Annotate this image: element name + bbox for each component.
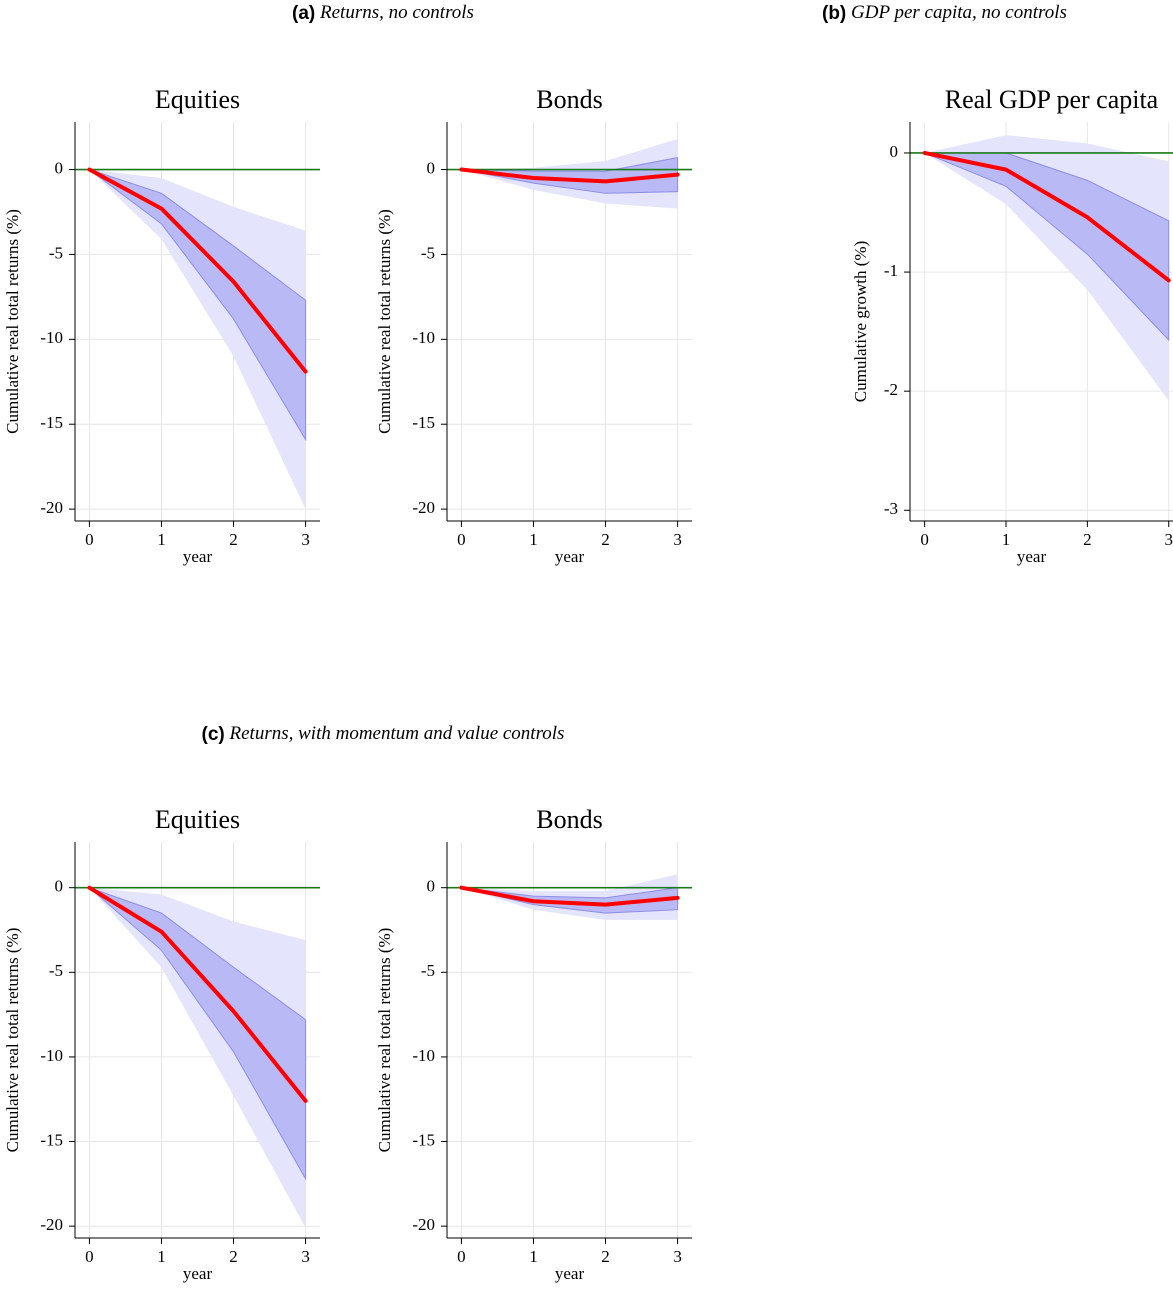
y-tick-label: -5 [49, 243, 63, 262]
panel-caption: (c) Returns, with momentum and value con… [202, 723, 565, 745]
x-tick-label: 0 [85, 1247, 94, 1266]
y-axis-label: Cumulative real total returns (%) [375, 209, 394, 434]
chart-title: Bonds [536, 805, 602, 834]
x-tick-label: 0 [457, 530, 466, 549]
series-line [87, 885, 308, 1103]
panel: 0 -5 -10 -15 -20 0 1 2 3 Bonds year Cumulative real… [375, 805, 692, 1283]
y-tick-label: -2 [884, 380, 898, 399]
x-tick-label: 1 [157, 530, 166, 549]
panel-label: (a) [292, 3, 315, 24]
chart-title: Real GDP per capita [945, 85, 1159, 114]
x-tick-label: 2 [229, 1247, 238, 1266]
x-tick-label: 2 [601, 530, 610, 549]
y-tick-label: 0 [890, 142, 899, 161]
y-tick-label: -5 [49, 961, 63, 980]
y-tick-label: -15 [40, 413, 63, 432]
y-axis-label: Cumulative real total returns (%) [3, 209, 22, 434]
x-tick-label: 3 [301, 530, 310, 549]
x-tick-label: 2 [1083, 530, 1092, 549]
y-tick-label: 0 [55, 158, 64, 177]
panel: 0 -5 -10 -15 -20 0 1 2 3 Bonds year Cumulative real… [375, 85, 692, 566]
chart-title: Equities [155, 805, 240, 834]
panel-text: Returns, with momentum and value control… [229, 723, 565, 744]
x-tick-label: 1 [1002, 530, 1011, 549]
series-line [87, 167, 308, 374]
x-tick-label: 0 [85, 530, 94, 549]
y-tick-label: -15 [412, 413, 435, 432]
y-tick-label: -10 [40, 1046, 63, 1065]
x-tick-label: 3 [1164, 530, 1173, 549]
panel-text: Returns, no controls [319, 2, 474, 23]
y-tick-label: -20 [40, 1215, 63, 1234]
y-tick-label: -5 [421, 243, 435, 262]
y-tick-label: -10 [412, 1046, 435, 1065]
y-tick-label: -5 [421, 961, 435, 980]
x-tick-label: 3 [673, 530, 682, 549]
x-tick-label: 1 [157, 1247, 166, 1266]
y-tick-label: 0 [427, 158, 436, 177]
y-axis-label: Cumulative growth (%) [851, 241, 870, 402]
y-tick-label: -20 [412, 1215, 435, 1234]
panel: 0 -5 -10 -15 -20 0 1 2 3 Equities year Cumulative r… [3, 805, 320, 1283]
x-tick-label: 2 [601, 1247, 610, 1266]
x-tick-label: 3 [673, 1247, 682, 1266]
y-tick-label: -10 [412, 328, 435, 347]
x-tick-label: 2 [229, 530, 238, 549]
panel-label: (b) [822, 3, 846, 24]
series-line [459, 167, 680, 184]
y-tick-label: -3 [884, 499, 898, 518]
y-tick-label: -20 [412, 498, 435, 517]
x-tick-label: 0 [457, 1247, 466, 1266]
y-tick-label: 0 [55, 877, 64, 896]
series-line [922, 150, 1171, 283]
y-tick-label: -20 [40, 498, 63, 517]
y-tick-label: -15 [40, 1130, 63, 1149]
panel-label: (c) [202, 724, 225, 745]
series-line [459, 885, 680, 907]
chart-title: Equities [155, 85, 240, 114]
x-tick-label: 0 [920, 530, 929, 549]
panel-text: GDP per capita, no controls [851, 2, 1067, 23]
x-axis-label: year [183, 547, 213, 566]
y-axis-label: Cumulative real total returns (%) [375, 928, 394, 1153]
panel-caption: (a) Returns, no controls [292, 2, 474, 24]
panel-caption: (b) GDP per capita, no controls [822, 2, 1067, 24]
y-tick-label: 0 [427, 877, 436, 896]
panel: 0 -1 -2 -3 0 1 2 3 Real GDP per capita year Cumula… [851, 85, 1173, 566]
y-tick-label: -15 [412, 1130, 435, 1149]
chart-title: Bonds [536, 85, 602, 114]
x-axis-label: year [183, 1264, 213, 1283]
y-axis-label: Cumulative real total returns (%) [3, 928, 22, 1153]
y-tick-label: -1 [884, 261, 898, 280]
outer-band [89, 169, 306, 510]
x-axis-label: year [555, 547, 585, 566]
x-tick-label: 1 [529, 1247, 538, 1266]
outer-band [89, 887, 306, 1228]
x-axis-label: year [555, 1264, 585, 1283]
y-tick-label: -10 [40, 328, 63, 347]
panel: 0 -5 -10 -15 -20 0 1 2 3 Equities year Cumulative r… [3, 85, 320, 566]
x-tick-label: 1 [529, 530, 538, 549]
x-tick-label: 3 [301, 1247, 310, 1266]
x-axis-label: year [1017, 547, 1047, 566]
